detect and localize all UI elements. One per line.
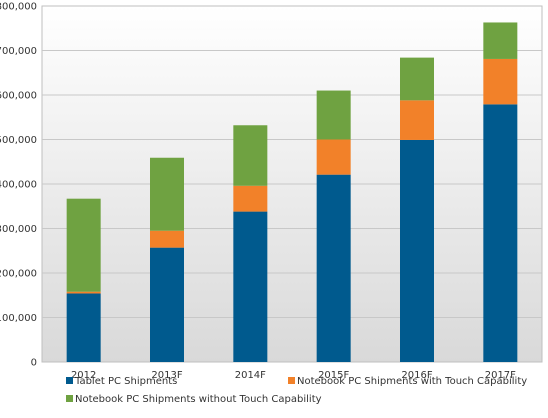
y-tick-label: 800,000 — [0, 2, 37, 13]
y-tick-label: 300,000 — [0, 224, 37, 235]
x-tick-label: 2012 — [71, 370, 96, 381]
bar-segment — [483, 58, 518, 105]
bar-segment — [66, 291, 101, 294]
bar-segment — [483, 22, 518, 59]
y-tick-label: 0 — [31, 358, 37, 369]
bar-segment — [400, 139, 434, 362]
y-tick-label: 200,000 — [0, 269, 37, 280]
y-tick-label: 500,000 — [0, 135, 37, 146]
y-tick-label: 400,000 — [0, 180, 37, 191]
bar-segment — [316, 139, 351, 175]
bar-segment — [150, 230, 184, 248]
legend-swatch — [66, 377, 73, 384]
bar-segment — [150, 157, 184, 231]
bar-segment — [150, 247, 184, 362]
x-tick-label: 2016F — [401, 370, 432, 381]
bar-segment — [233, 125, 268, 186]
bar-segment — [316, 174, 351, 362]
x-tick-label: 2014F — [235, 370, 266, 381]
y-tick-label: 600,000 — [0, 91, 37, 102]
gridlines — [42, 50, 542, 318]
bar-segment — [400, 57, 434, 101]
bar-segment — [66, 198, 101, 292]
x-tick-label: 2017F — [485, 370, 516, 381]
legend-swatch — [66, 395, 73, 402]
y-tick-label: 100,000 — [0, 313, 37, 324]
legend-label: Notebook PC Shipments with Touch Capabil… — [297, 376, 527, 387]
legend: Tablet PC Shipments Notebook PC Shipments… — [66, 376, 527, 405]
x-tick-label: 2013F — [151, 370, 182, 381]
bar-segment — [66, 293, 101, 362]
bar-segment — [483, 104, 518, 362]
legend-swatch — [288, 377, 295, 384]
legend-label: Notebook PC Shipments without Touch Capa… — [75, 394, 322, 405]
y-axis: 0 100,000 200,000 300,000 400,000 500,000 600,… — [0, 2, 37, 369]
bar-segment — [400, 100, 434, 140]
y-tick-label: 700,000 — [0, 46, 37, 57]
bar-segment — [233, 211, 268, 362]
bars — [66, 22, 518, 362]
bar-segment — [233, 185, 268, 212]
bar-segment — [316, 90, 351, 140]
x-tick-label: 2015F — [318, 370, 349, 381]
x-axis: 2012 2013F 2014F 2015F 2016F 2017F — [71, 370, 516, 381]
legend-label: Tablet PC Shipments — [74, 376, 177, 387]
